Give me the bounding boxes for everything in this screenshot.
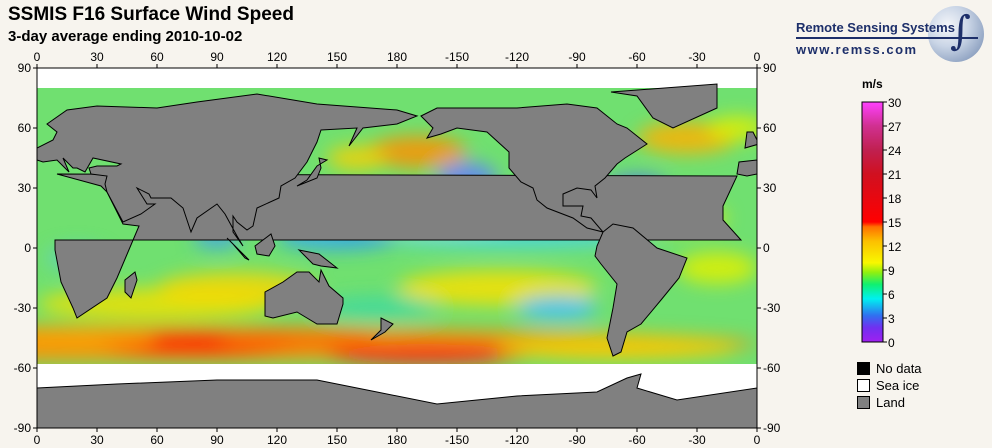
lon-tick-label-bottom: 60	[150, 433, 164, 447]
legend-sea-ice: Sea ice	[857, 378, 919, 393]
colorbar-tick-label: 18	[888, 192, 902, 206]
lon-tick-label-bottom: 150	[327, 433, 347, 447]
logo-divider	[796, 37, 978, 39]
land-new-guinea	[297, 249, 339, 269]
colorbar-tick-label: 21	[888, 168, 902, 182]
colorbar-tick-label: 27	[888, 120, 902, 134]
lon-tick-label-top: -30	[688, 50, 706, 64]
arctic-sea-ice	[37, 68, 757, 88]
lat-tick-label-right: -30	[763, 301, 781, 315]
lon-tick-label-top: 90	[210, 50, 224, 64]
land-new-zealand	[370, 317, 394, 341]
land-iberia	[736, 159, 757, 177]
logo-name: Remote Sensing Systems	[796, 20, 955, 35]
legend-no-data: No data	[857, 361, 922, 376]
land-south-america	[594, 223, 688, 357]
lon-tick-label-bottom: 90	[210, 433, 224, 447]
land-britain	[744, 131, 757, 149]
lon-tick-label-bottom: 180	[387, 433, 407, 447]
lon-tick-label-top: -60	[628, 50, 646, 64]
lon-tick-label-bottom: 0	[754, 433, 761, 447]
colorbar-tick-label: 6	[888, 288, 895, 302]
lat-tick-label-right: 0	[763, 241, 770, 255]
map-title: SSMIS F16 Surface Wind Speed	[8, 4, 294, 25]
lat-tick-label-left: 90	[18, 61, 32, 75]
land-sumatra	[226, 237, 250, 261]
lat-tick-label-right: -60	[763, 361, 781, 375]
lat-tick-label-left: 60	[18, 121, 32, 135]
colorbar	[861, 101, 884, 343]
lon-tick-label-bottom: -120	[505, 433, 529, 447]
rss-logo[interactable]: ∫ Remote Sensing Systems www.remss.com	[790, 4, 990, 66]
colorbar-unit: m/s	[862, 77, 883, 91]
lon-tick-label-bottom: 30	[90, 433, 104, 447]
lon-tick-label-top: -150	[445, 50, 469, 64]
wind-field-patch	[37, 326, 157, 350]
integral-icon: ∫	[950, 8, 971, 54]
lat-tick-label-left: -90	[14, 421, 32, 435]
lat-tick-label-right: 30	[763, 181, 777, 195]
land-japan	[296, 157, 329, 187]
legend-label: Sea ice	[876, 378, 920, 393]
wind-field-patch	[677, 252, 757, 284]
lon-tick-label-bottom: -60	[628, 433, 646, 447]
colorbar-tick-label: 9	[888, 264, 895, 278]
lon-tick-label-bottom: -90	[568, 433, 586, 447]
land-madagascar	[124, 271, 138, 299]
lon-tick-label-top: 150	[327, 50, 347, 64]
wind-field-patch	[367, 136, 467, 168]
map-subtitle: 3-day average ending 2010-10-02	[8, 28, 243, 45]
land-eurasia	[37, 93, 419, 247]
lat-tick-label-right: 90	[763, 61, 777, 75]
wind-field-patch	[317, 296, 437, 320]
lon-tick-label-top: 180	[387, 50, 407, 64]
lat-tick-label-left: 30	[18, 181, 32, 195]
colorbar-tick-label: 0	[888, 336, 895, 350]
lon-tick-label-bottom: 0	[34, 433, 41, 447]
legend-land: Land	[857, 395, 905, 410]
lat-tick-label-left: -30	[14, 301, 32, 315]
lat-tick-label-left: -60	[14, 361, 32, 375]
lon-tick-label-bottom: 120	[267, 433, 287, 447]
colorbar-tick-label: 12	[888, 240, 902, 254]
legend-label: Land	[876, 395, 905, 410]
land-borneo	[254, 233, 276, 257]
lon-tick-label-bottom: -150	[445, 433, 469, 447]
lon-tick-label-top: 120	[267, 50, 287, 64]
lon-tick-label-bottom: -30	[688, 433, 706, 447]
lat-tick-label-right: 60	[763, 121, 777, 135]
lon-tick-label-top: 0	[754, 50, 761, 64]
lon-tick-label-top: -90	[568, 50, 586, 64]
land-swatch	[857, 396, 870, 409]
globe-icon	[928, 6, 984, 62]
wind-field-patch	[327, 344, 527, 364]
logo-url[interactable]: www.remss.com	[796, 42, 918, 57]
wind-field-patch	[327, 146, 387, 170]
land-greenland	[610, 83, 718, 129]
lon-tick-label-top: 0	[34, 50, 41, 64]
colorbar-tick-label: 3	[888, 312, 895, 326]
land-antarctica	[37, 373, 757, 428]
lon-tick-label-top: 30	[90, 50, 104, 64]
colorbar-tick-label: 15	[888, 216, 902, 230]
lon-tick-label-top: -120	[505, 50, 529, 64]
colorbar-tick-label: 24	[888, 144, 902, 158]
sea-ice-swatch	[857, 379, 870, 392]
colorbar-tick-label: 30	[888, 96, 902, 110]
wind-field-patch	[217, 330, 377, 350]
wind-field-patch	[707, 116, 757, 140]
land-australia	[264, 268, 344, 325]
no-data-swatch	[857, 362, 870, 375]
lat-tick-label-right: -90	[763, 421, 781, 435]
wind-field-patch	[517, 296, 597, 320]
lon-tick-label-top: 60	[150, 50, 164, 64]
land-north-america	[420, 103, 648, 233]
legend-label: No data	[876, 361, 922, 376]
lat-tick-label-left: 0	[24, 241, 31, 255]
